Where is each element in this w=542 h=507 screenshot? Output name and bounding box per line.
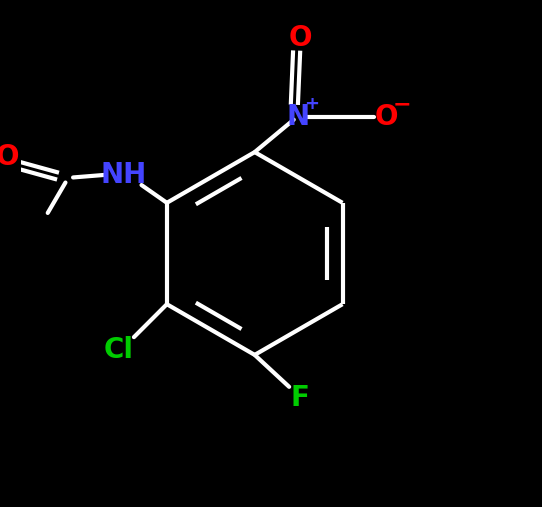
Text: O: O <box>288 24 312 52</box>
Text: O: O <box>0 143 19 171</box>
Text: +: + <box>305 95 319 113</box>
Text: O: O <box>375 102 398 131</box>
Text: Cl: Cl <box>104 336 134 364</box>
Text: −: − <box>392 94 411 115</box>
Text: F: F <box>291 384 309 412</box>
Text: N: N <box>286 102 309 131</box>
Text: NH: NH <box>101 161 147 189</box>
